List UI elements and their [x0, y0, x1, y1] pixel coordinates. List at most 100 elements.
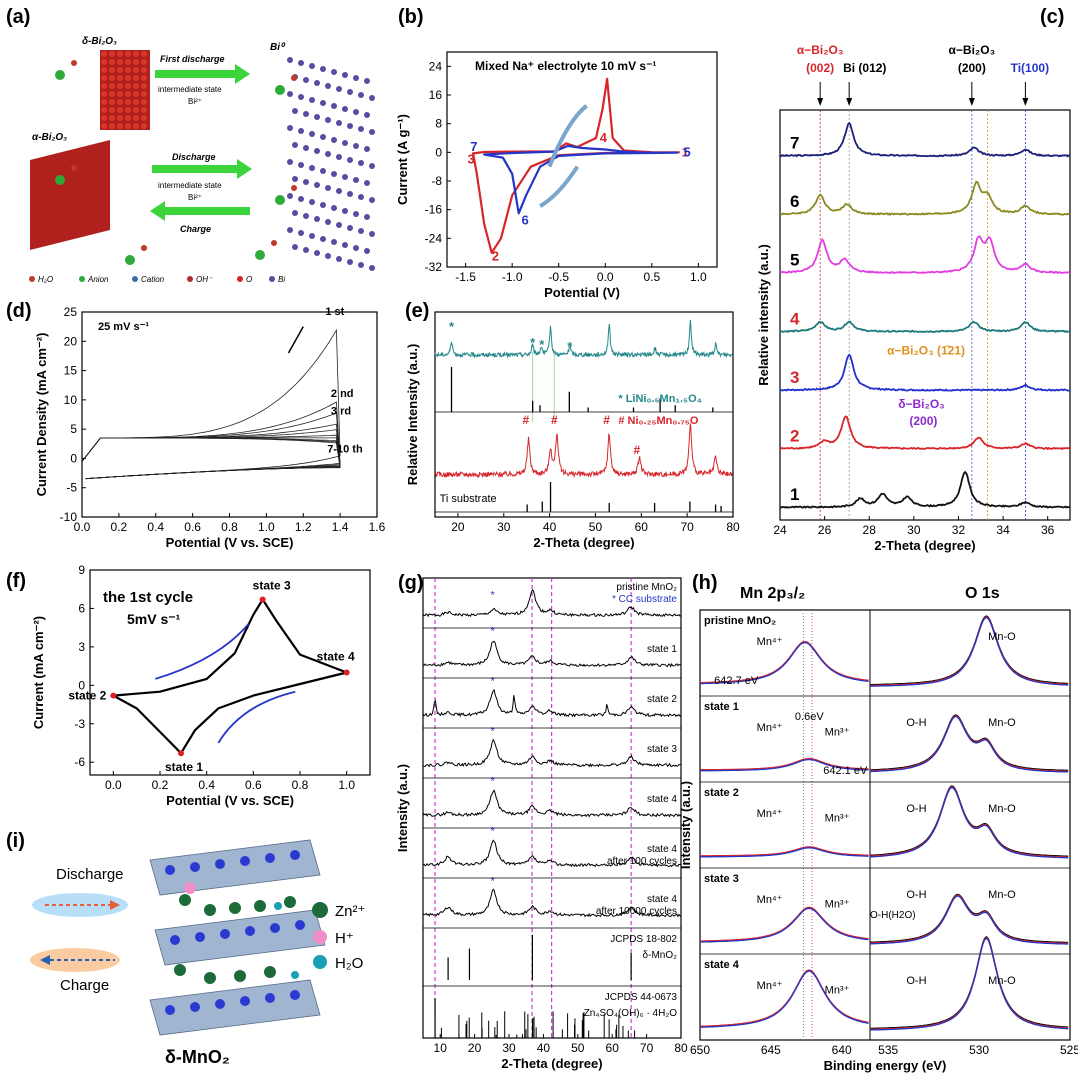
y-tick-label: -3 — [74, 717, 85, 731]
mn-atom — [265, 853, 275, 863]
cc-marker: * — [491, 876, 496, 888]
y-tick-label: -16 — [425, 203, 443, 217]
water-icon — [291, 185, 297, 191]
mn-atom — [240, 996, 250, 1006]
xrd-pattern-4 — [779, 320, 1071, 334]
mn-atom — [165, 1005, 175, 1015]
panel-d-cv-chart: 0.0 0.2 0.4 0.6 0.8 1.0 1.2 1.4 1.6 25 20 15 10 5 0 -5 -… — [34, 305, 386, 550]
anion-icon — [255, 250, 265, 260]
y-axis-label: Relative Intensity (a.u.) — [405, 344, 420, 486]
lnmo-marker: * — [567, 339, 573, 354]
bi-atom — [353, 177, 359, 183]
panel-label-g: (g) — [398, 572, 424, 594]
zn-ion — [284, 896, 296, 908]
svg-text:O: O — [246, 275, 252, 284]
row-label: state 4 — [647, 794, 677, 805]
panel-e-xrd-chart: 20 30 40 50 60 70 80 2-Theta (degree) Relative I… — [405, 311, 740, 550]
x-tick-label: 80 — [726, 520, 740, 534]
bi-atom — [331, 171, 337, 177]
panel-label-f: (f) — [6, 570, 26, 592]
x-tick-label: 0.6 — [184, 520, 201, 534]
discharge-arrow — [152, 159, 252, 179]
anion-icon — [55, 175, 65, 185]
bi-atom — [353, 75, 359, 81]
bi-atom — [369, 231, 375, 237]
header-mn: Mn 2p₃/₂ — [740, 585, 805, 602]
pattern-label: 2 — [790, 426, 799, 445]
y-tick-label: 9 — [78, 563, 85, 577]
bi-atom — [358, 228, 364, 234]
bi-atom — [303, 213, 309, 219]
x-tick-label: -1.5 — [455, 270, 476, 284]
x-tick-label: 0.0 — [74, 520, 91, 534]
sweep-arrow — [155, 623, 250, 680]
cv-cycle-8 — [81, 437, 341, 480]
x-tick-label: 30 — [502, 1041, 516, 1055]
bi-atom — [287, 57, 293, 63]
panel-a-legend: H₂O Anion Cation OH⁻ O Bi — [29, 275, 285, 284]
bi-atom — [336, 256, 342, 262]
top-label: Ti(100) — [1011, 61, 1049, 75]
bi2-text-2: Bi²⁺ — [188, 193, 202, 202]
state-label: state 2 — [68, 689, 106, 703]
water-icon — [71, 165, 77, 171]
plot-frame — [434, 311, 734, 518]
state-label: state 3 — [253, 578, 291, 592]
xrd-pattern — [422, 588, 682, 618]
water-icon — [271, 240, 277, 246]
y-tick-label: 15 — [64, 364, 78, 378]
x-tick-label: 0.0 — [597, 270, 614, 284]
svg-text:H₂O: H₂O — [38, 275, 53, 284]
y-axis-label: Intensity (a.u.) — [395, 764, 410, 852]
intermediate-text-2: intermediate state — [158, 181, 222, 190]
x-axis-label: Potential (V) — [544, 285, 620, 300]
cv-annotation: 2 — [492, 248, 499, 263]
y-tick-label: 5 — [70, 422, 77, 436]
bi-atom — [336, 154, 342, 160]
row-label: pristine MnO₂ — [616, 582, 677, 593]
cv-annotation: 4 — [600, 130, 608, 145]
mn-fit-curve — [700, 846, 869, 857]
xrd-pattern-5 — [779, 235, 1071, 275]
xrd-pattern-7 — [779, 121, 1071, 158]
cv-annotation: 5 — [683, 144, 690, 159]
sweep-arrow — [547, 104, 588, 168]
bi-atom — [292, 244, 298, 250]
mno-label: Mn-O — [988, 975, 1016, 987]
row-label: pristine MnO₂ — [704, 615, 776, 627]
bi-atom — [314, 114, 320, 120]
x-tick-label: 70 — [640, 1041, 654, 1055]
cc-marker: * — [491, 826, 496, 838]
energy-label: 642.1 eV — [823, 765, 868, 777]
mn4-label: Mn⁴⁺ — [757, 894, 783, 906]
zn-ion — [229, 902, 241, 914]
ref-label: Zn₄SO₄(OH)₆ · 4H₂O — [584, 1008, 678, 1019]
anion-icon — [275, 85, 285, 95]
h-label: H⁺ — [335, 930, 354, 947]
bi-atom — [325, 83, 331, 89]
y-tick-label: 10 — [64, 393, 78, 407]
x-tick-label: 40 — [543, 520, 557, 534]
bi-atom — [353, 245, 359, 251]
plot-frame — [446, 51, 718, 268]
x-tick-label: 30 — [907, 523, 921, 537]
xrd-pattern — [422, 738, 681, 768]
y-axis-label: Current (mA cm⁻²) — [31, 616, 46, 729]
o-fit-curve — [869, 714, 1069, 772]
bi-atom — [342, 174, 348, 180]
bi-atom — [298, 196, 304, 202]
svg-text:Anion: Anion — [87, 275, 109, 284]
bi-atom — [336, 120, 342, 126]
cc-marker: * — [491, 590, 496, 602]
y-axis-label: Intensity (a.u.) — [678, 781, 693, 869]
panel-label-i: (i) — [6, 830, 25, 852]
y-axis-label: Relative intensity (a.u.) — [756, 244, 771, 386]
oh-label: O-H — [906, 803, 926, 815]
panel-f-cv-chart: 0.0 0.2 0.4 0.6 0.8 1.0 9 6 3 0 -3 -6 Potential (V v… — [31, 563, 371, 808]
lnmo-marker: * — [539, 337, 545, 352]
bi-atom — [287, 159, 293, 165]
row-label: state 4 — [647, 844, 677, 855]
sweep-arrow — [217, 690, 296, 744]
delta-bi2o3-crystal — [100, 50, 150, 130]
x-tick-label: 0.8 — [292, 778, 309, 792]
